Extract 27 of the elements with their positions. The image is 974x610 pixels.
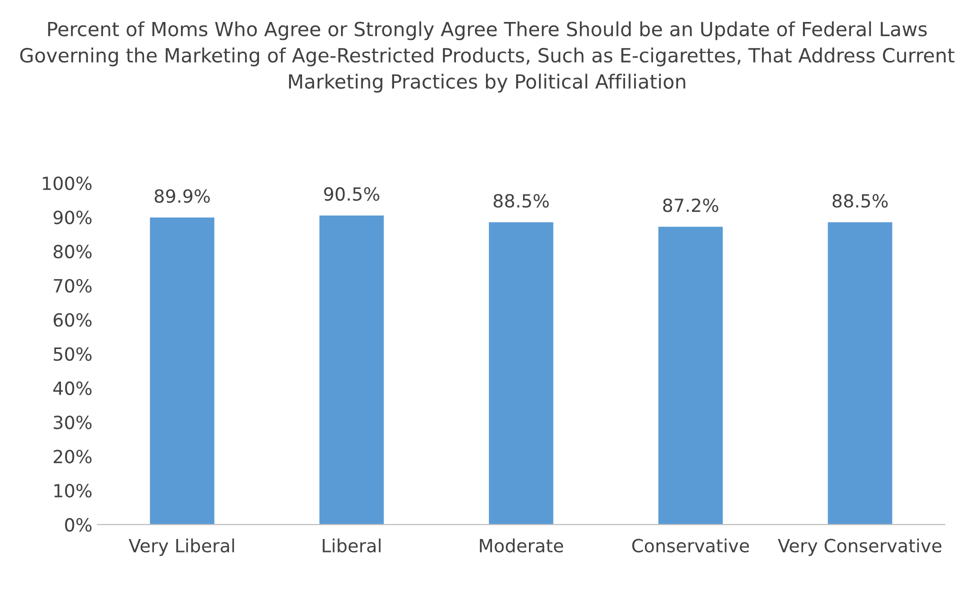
- bar: [319, 215, 384, 525]
- y-tick-label: 50%: [54, 347, 92, 361]
- chart-title: Percent of Moms Who Agree or Strongly Agree There Should be an Update of Federal Laws Governing the Marketing of Age-Restricted Products, Such as E-cigarettes, That Address Current Marketing Practices by Political Affiliation: [20, 21, 954, 93]
- y-tick-label: 90%: [54, 210, 92, 224]
- y-tick-label: 80%: [54, 244, 92, 258]
- bar: [828, 222, 892, 525]
- data-label: 90.5%: [324, 187, 380, 201]
- y-tick-label: 20%: [54, 450, 92, 464]
- x-tick-label: Very Liberal: [128, 538, 234, 556]
- x-tick-label: Moderate: [480, 538, 564, 552]
- data-label: 87.2%: [663, 198, 718, 212]
- bar: [488, 222, 554, 525]
- bar: [150, 218, 214, 525]
- y-tick-label: 100%: [42, 176, 92, 190]
- y-tick-label: 70%: [54, 278, 92, 293]
- data-label: 88.5%: [494, 194, 549, 208]
- bar: [658, 226, 723, 525]
- y-tick-label: 40%: [53, 381, 92, 396]
- data-label: 89.9%: [154, 189, 210, 203]
- x-tick-label: Conservative: [632, 538, 749, 552]
- data-label: 88.5%: [832, 194, 888, 208]
- y-tick-label: 60%: [54, 313, 92, 327]
- y-tick-label: 0%: [65, 518, 92, 532]
- y-tick-label: 10%: [54, 484, 92, 498]
- x-tick-label: Very Conservative: [778, 538, 942, 556]
- y-tick-label: 30%: [54, 416, 92, 430]
- x-tick-label: Liberal: [322, 538, 380, 552]
